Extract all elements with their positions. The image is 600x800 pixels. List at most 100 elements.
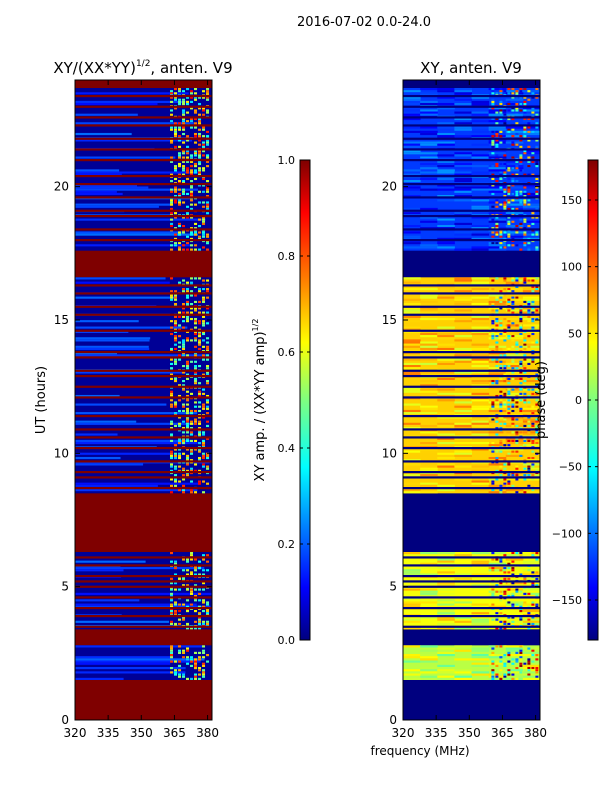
heatmap-cell [454, 392, 472, 395]
heatmap-cell [505, 654, 524, 657]
heatmap-cell [495, 584, 499, 587]
heatmap-cell [170, 218, 174, 221]
heatmap-cell [488, 190, 507, 193]
heatmap-cell [420, 442, 438, 445]
phase-colorbar-label: phase (deg) [534, 361, 549, 439]
heatmap-cell [182, 420, 186, 423]
heatmap-cell [507, 288, 511, 291]
heatmap-cell [186, 437, 190, 440]
heatmap-cell [170, 180, 174, 183]
heatmap-cell [522, 620, 540, 623]
heatmap-cell [178, 675, 182, 678]
heatmap-cell [488, 654, 507, 657]
heatmap-cell [194, 667, 198, 670]
heatmap-cell [505, 601, 524, 604]
heatmap-cell [488, 371, 507, 374]
heatmap-cell [182, 365, 186, 368]
heatmap-cell [202, 656, 206, 659]
heatmap-cell [519, 201, 523, 204]
heatmap-cell [495, 335, 499, 338]
heatmap-cell [194, 573, 198, 576]
heatmap-cell [174, 377, 178, 380]
heatmap-cell [420, 390, 438, 393]
heatmap-cell [523, 592, 527, 595]
heatmap-cell [507, 558, 511, 561]
heatmap-cell [491, 190, 495, 193]
heatmap-cell [202, 601, 206, 604]
heatmap-cell [503, 156, 507, 159]
heatmap-cell [437, 171, 455, 174]
heatmap-flagged-row [75, 375, 212, 378]
heatmap-cell [437, 463, 455, 466]
heatmap-cell [511, 658, 515, 661]
heatmap-cell [170, 594, 174, 598]
heatmap-cell [190, 480, 194, 483]
heatmap-cell [403, 330, 421, 333]
heatmap-cell [194, 599, 198, 602]
heatmap-cell [523, 130, 527, 133]
heatmap-cell [194, 569, 198, 572]
heatmap-cell [499, 594, 503, 598]
heatmap-cell [202, 96, 206, 99]
heatmap-cell [75, 184, 138, 187]
heatmap-cell [535, 192, 539, 196]
heatmap-cell [198, 132, 202, 136]
heatmap-cell [527, 605, 531, 608]
heatmap-cell [420, 371, 438, 374]
heatmap-cell [535, 341, 539, 344]
heatmap-cell [75, 171, 199, 174]
heatmap-cell [437, 177, 455, 181]
heatmap-cell [206, 412, 210, 415]
heatmap-cell [198, 605, 202, 608]
heatmap-cell [511, 405, 515, 408]
heatmap-cell [522, 109, 540, 112]
heatmap-cell [186, 320, 190, 323]
heatmap-cell [403, 96, 421, 99]
heatmap-cell [471, 343, 490, 346]
heatmap-cell [420, 660, 438, 663]
heatmap-cell [495, 222, 499, 225]
heatmap-cell [174, 186, 178, 189]
heatmap-cell [198, 307, 202, 310]
heatmap-cell [523, 582, 527, 585]
heatmap-cell [454, 474, 472, 477]
heatmap-cell [437, 664, 455, 667]
heatmap-cell [178, 618, 182, 621]
heatmap-cell [198, 482, 202, 485]
heatmap-cell [523, 277, 527, 280]
heatmap-flagged-row [403, 396, 540, 399]
heatmap-cell [522, 658, 540, 661]
heatmap-cell [505, 592, 524, 595]
heatmap-cell [499, 117, 503, 121]
heatmap-cell [507, 302, 511, 306]
heatmap-cell [495, 277, 499, 280]
heatmap-cell [194, 365, 198, 368]
heatmap-cell [527, 145, 531, 148]
heatmap-cell [522, 330, 540, 333]
heatmap-cell [178, 394, 182, 398]
heatmap-cell [511, 409, 515, 413]
heatmap-cell [522, 132, 540, 136]
heatmap-cell [202, 339, 206, 342]
heatmap-cell [511, 96, 515, 99]
heatmap-cell [437, 224, 455, 228]
heatmap-cell [403, 231, 421, 234]
heatmap-cell [471, 603, 490, 606]
heatmap-cell [178, 98, 182, 101]
heatmap-cell [182, 128, 186, 131]
heatmap-cell [186, 409, 190, 413]
heatmap-cell [170, 649, 174, 652]
heatmap-cell [420, 332, 438, 336]
heatmap-cell [503, 463, 507, 466]
heatmap-cell [186, 656, 190, 659]
heatmap-cell [170, 450, 174, 453]
heatmap-cell [437, 452, 455, 455]
heatmap-cell [471, 165, 490, 168]
heatmap-cell [519, 145, 523, 148]
heatmap-cell [194, 463, 198, 466]
heatmap-cell [194, 96, 198, 99]
heatmap-cell [170, 605, 174, 608]
heatmap-cell [454, 309, 472, 312]
heatmap-cell [194, 248, 198, 251]
heatmap-cell [202, 143, 206, 146]
